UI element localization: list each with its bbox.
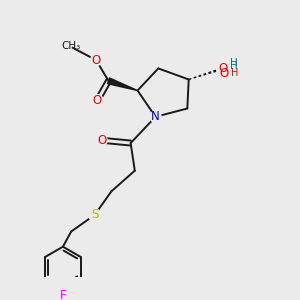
Circle shape [217,67,231,80]
Polygon shape [108,78,138,91]
Text: O: O [219,67,228,80]
Text: H: H [231,68,239,78]
Text: O: O [93,94,102,107]
Circle shape [91,55,102,66]
Circle shape [92,95,103,106]
Text: H: H [230,61,238,71]
Circle shape [57,289,69,300]
Text: O: O [97,134,106,147]
Circle shape [88,209,101,221]
Text: S: S [91,208,98,221]
Text: O: O [219,62,228,75]
Text: N: N [151,110,160,123]
Text: H: H [230,58,238,68]
Text: F: F [60,290,66,300]
Text: CH₃: CH₃ [61,41,81,51]
Text: O: O [92,54,101,67]
Circle shape [96,135,107,146]
Circle shape [150,111,161,122]
Circle shape [217,62,229,74]
